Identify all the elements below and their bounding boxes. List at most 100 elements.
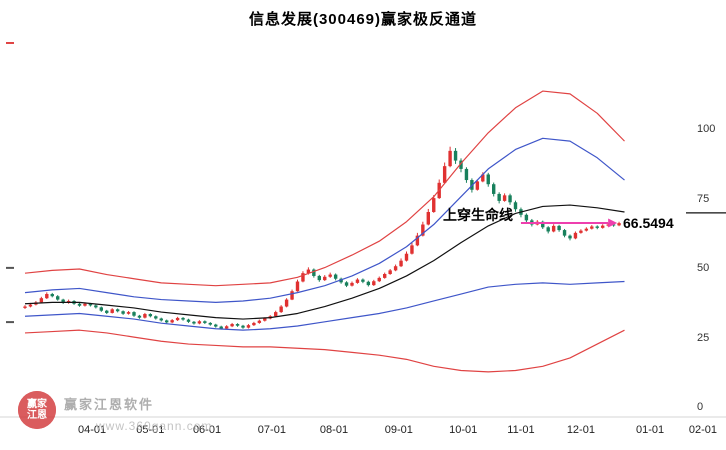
candle-body xyxy=(279,306,283,313)
candle-body xyxy=(306,269,311,274)
candle-body xyxy=(415,235,420,246)
candle-body xyxy=(410,245,414,254)
candle-body xyxy=(426,212,430,225)
candle-body xyxy=(137,315,142,318)
candle-body xyxy=(432,198,436,213)
candle-body xyxy=(404,253,409,261)
candle-body xyxy=(224,326,229,329)
candle-body xyxy=(154,316,158,319)
candle-body xyxy=(99,307,103,311)
candle-body xyxy=(595,226,599,228)
candle-body xyxy=(241,325,245,328)
candle-body xyxy=(502,195,507,201)
candle-body xyxy=(94,305,98,308)
candle-body xyxy=(399,260,403,267)
candle-body xyxy=(421,224,425,236)
seal-text-top: 赢家 xyxy=(27,399,47,410)
candle-body xyxy=(61,299,65,303)
candle-body xyxy=(192,321,196,324)
price-label: 66.5494 xyxy=(623,215,674,231)
candle-body xyxy=(453,150,458,161)
candle-body xyxy=(274,312,278,317)
candle-body xyxy=(508,195,512,203)
candle-body xyxy=(617,223,621,226)
candle-body xyxy=(208,322,212,325)
candle-body xyxy=(513,202,518,210)
candle-body xyxy=(611,224,616,226)
candle-body xyxy=(590,226,594,229)
candle-body xyxy=(230,324,234,327)
candle-body xyxy=(88,303,93,306)
candle-body xyxy=(323,276,327,281)
candle-body xyxy=(355,279,360,283)
candle-body xyxy=(132,312,136,316)
candle-body xyxy=(464,168,469,181)
candle-body xyxy=(257,320,262,323)
candle-body xyxy=(497,193,501,201)
candle-body xyxy=(50,294,54,297)
candle-body xyxy=(388,270,392,275)
candle-body xyxy=(393,266,398,271)
candle-body xyxy=(333,274,338,279)
candle-body xyxy=(77,303,82,306)
candle-body xyxy=(115,309,120,312)
candle-body xyxy=(568,235,572,239)
chart-title: 信息发展(300469)赢家极反通道 xyxy=(248,11,478,28)
candle-body xyxy=(584,228,589,231)
candle-body xyxy=(301,273,305,282)
candle-body xyxy=(45,294,49,299)
candle-body xyxy=(481,174,485,182)
candle-body xyxy=(377,277,381,282)
candle-body xyxy=(295,281,300,292)
candle-body xyxy=(557,225,561,231)
candle-body xyxy=(573,232,578,239)
watermark: 赢家 江恩 赢家江恩软件 www.360gann.com xyxy=(18,391,212,433)
candle-body xyxy=(181,317,185,320)
candle-body xyxy=(143,314,147,318)
seal-text-bottom: 江恩 xyxy=(27,410,47,421)
candle-body xyxy=(186,319,191,322)
candle-body xyxy=(110,309,114,313)
watermark-text: 赢家江恩软件 www.360gann.com xyxy=(64,391,212,433)
candle-body xyxy=(197,321,202,324)
candle-body xyxy=(524,214,529,221)
candle-body xyxy=(23,306,27,308)
candle-body xyxy=(442,166,447,183)
candle-body xyxy=(170,320,174,323)
upper-inner-blue-band xyxy=(24,137,625,303)
candle-body xyxy=(284,299,289,307)
candle-body xyxy=(214,324,218,327)
candle-body xyxy=(366,281,371,286)
candle-body xyxy=(601,225,605,228)
candle-body xyxy=(263,318,267,321)
candle-body xyxy=(328,274,332,277)
candle-body xyxy=(83,303,87,306)
candle-body xyxy=(246,325,251,328)
candle-body xyxy=(219,326,223,329)
candle-body xyxy=(579,230,583,233)
candle-body xyxy=(159,318,163,321)
candle-body xyxy=(28,304,33,307)
candle-body xyxy=(546,227,550,232)
candle-body xyxy=(486,174,490,185)
lower-inner-blue-band xyxy=(24,280,625,331)
candle-body xyxy=(121,311,125,314)
candle-body xyxy=(350,282,354,286)
candle-body xyxy=(492,184,496,194)
candle-body xyxy=(562,230,567,236)
candle-body xyxy=(361,279,365,282)
candle-body xyxy=(383,274,387,278)
watermark-url: www.360gann.com xyxy=(96,419,213,433)
watermark-seal-logo: 赢家 江恩 xyxy=(18,391,56,429)
signal-label: 上穿生命线 xyxy=(443,207,513,223)
candle-body xyxy=(448,150,452,167)
candle-body xyxy=(344,282,349,286)
candle-body xyxy=(105,310,109,313)
candle-body xyxy=(290,291,294,300)
signal-arrow-head xyxy=(608,218,618,228)
candle-body xyxy=(148,314,153,317)
candle-body xyxy=(475,181,480,190)
candle-body xyxy=(39,298,44,303)
candle-body xyxy=(372,281,376,286)
